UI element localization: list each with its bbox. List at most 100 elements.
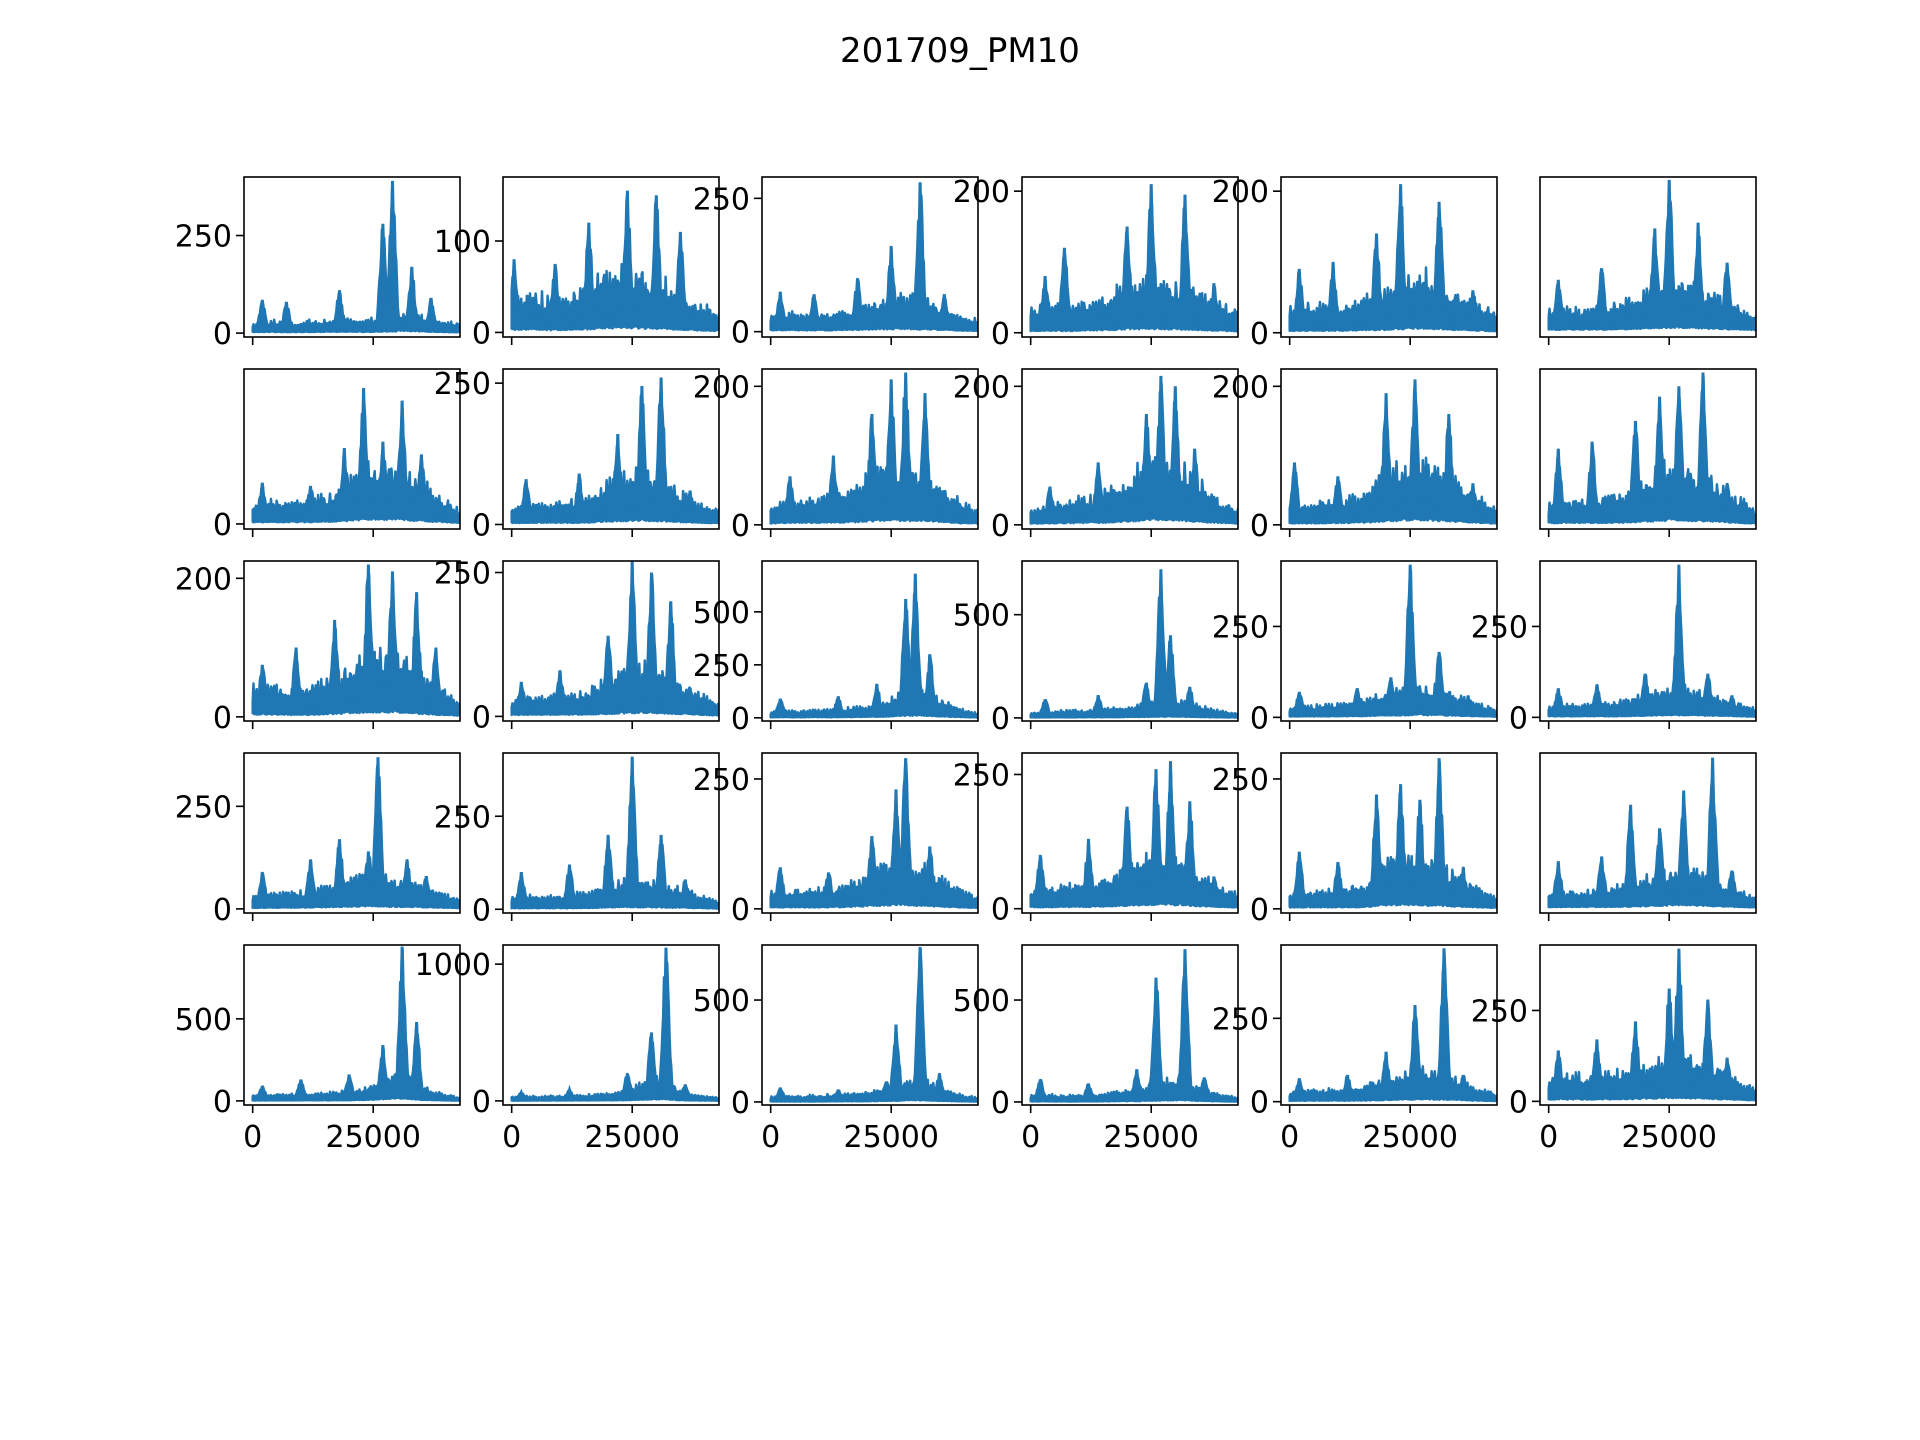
- series-peak: [825, 872, 832, 893]
- series-peak: [1632, 420, 1639, 479]
- series-peak: [686, 687, 694, 704]
- y-tick-label: 250: [953, 758, 1010, 793]
- y-tick-label: 250: [1212, 610, 1269, 645]
- subplot-r3-c2: 0 250: [434, 557, 720, 735]
- series-peak: [1296, 268, 1303, 305]
- y-tick-label: 500: [693, 984, 750, 1019]
- y-tick-label: 250: [434, 367, 491, 402]
- series-peak: [1037, 1079, 1044, 1093]
- series-peak: [1598, 268, 1605, 304]
- series-band: [251, 186, 460, 334]
- series-peak: [1656, 396, 1663, 468]
- series-peak: [658, 377, 665, 459]
- series-peak: [1167, 635, 1174, 681]
- series-peak: [1411, 379, 1419, 460]
- series-peak: [830, 455, 837, 494]
- series-peak: [1085, 838, 1092, 878]
- subplot-r3-c1: 0 200: [175, 560, 461, 736]
- series-peak: [624, 1073, 631, 1089]
- series-peak: [1675, 386, 1682, 463]
- series-peak: [1167, 761, 1174, 843]
- series-peak: [1666, 988, 1673, 1051]
- x-tick-label: 0: [502, 1120, 521, 1155]
- series-peak: [1723, 262, 1731, 301]
- series-peak: [1133, 1069, 1140, 1088]
- series-peak: [307, 485, 314, 508]
- series-peak: [1061, 247, 1068, 295]
- series-peak: [777, 291, 784, 314]
- series-peak: [883, 1081, 890, 1094]
- y-tick-label: 250: [175, 790, 232, 825]
- subplot-r1-c2: 0 100: [434, 176, 720, 351]
- series-peak: [835, 1089, 842, 1097]
- x-tick-label: 25000: [325, 1120, 420, 1155]
- subplot-r3-c6: 0 250: [1471, 560, 1757, 736]
- subplot-r2-c6: [1539, 368, 1757, 537]
- series-peak: [917, 182, 924, 265]
- y-tick-label: 0: [472, 700, 491, 735]
- series-peak: [1354, 688, 1361, 705]
- y-tick-label: 250: [1212, 1002, 1269, 1037]
- series-peak: [1680, 790, 1687, 856]
- series-peak: [1143, 682, 1150, 703]
- series-peak: [1210, 283, 1218, 311]
- series-peak: [585, 222, 592, 284]
- axes-frame: [761, 944, 979, 1106]
- series-peak: [1723, 483, 1731, 507]
- x-tick-label: 0: [761, 1120, 780, 1155]
- series-peak: [926, 846, 933, 881]
- series-peak: [576, 473, 583, 502]
- series-peak: [403, 859, 411, 887]
- series-peak: [365, 564, 372, 649]
- y-tick-label: 0: [991, 893, 1010, 928]
- subplot-r1-c4: 0 200: [953, 175, 1239, 352]
- series-peak: [902, 372, 909, 457]
- series-peak: [921, 393, 929, 466]
- y-tick-label: 250: [434, 800, 491, 835]
- series-peak: [379, 441, 386, 487]
- series-peak: [1704, 999, 1711, 1056]
- series-peak: [941, 294, 948, 316]
- series-peak: [854, 278, 861, 308]
- series-peak: [518, 1088, 525, 1098]
- y-tick-label: 250: [1471, 610, 1528, 645]
- subplot-r2-c3: 0 200: [693, 368, 979, 544]
- series-peak: [1042, 699, 1049, 710]
- series-peak: [1046, 486, 1054, 508]
- y-tick-label: 0: [472, 893, 491, 928]
- series-band: [510, 573, 719, 717]
- series-peak: [1334, 476, 1342, 504]
- series-peak: [624, 190, 631, 269]
- axes-frame: [502, 944, 720, 1106]
- series-peak: [1436, 201, 1443, 274]
- series-peak: [873, 683, 880, 703]
- series-peak: [868, 836, 876, 877]
- x-tick-label: 0: [1280, 1120, 1299, 1155]
- series-peak: [1593, 1039, 1601, 1074]
- subplot-r5-c3: 0 500 0 25000: [693, 944, 979, 1155]
- series-band: [251, 948, 460, 1102]
- series-peak: [510, 259, 518, 300]
- axes-frame: [1539, 560, 1757, 722]
- series-peak: [888, 246, 895, 294]
- axes-frame: [1280, 944, 1498, 1106]
- series-peak: [1148, 184, 1155, 266]
- series-peak: [604, 635, 612, 681]
- x-tick-label: 25000: [1362, 1120, 1457, 1155]
- y-tick-label: 0: [1250, 893, 1269, 928]
- series-peak: [523, 479, 530, 505]
- series-peak: [1172, 386, 1179, 463]
- series-peak: [259, 871, 266, 893]
- series-peak: [1210, 876, 1218, 895]
- series-peak: [379, 223, 386, 284]
- subplot-r2-c5: 0 200: [1212, 368, 1498, 544]
- series-peak: [912, 573, 919, 654]
- y-tick-label: 0: [1250, 1086, 1269, 1121]
- subplot-r1-c5: 0 200: [1212, 175, 1498, 352]
- axes-frame: [502, 176, 720, 338]
- axes-frame: [1280, 368, 1498, 530]
- y-tick-label: 0: [991, 702, 1010, 737]
- y-tick-label: 0: [991, 509, 1010, 544]
- series-band: [1029, 772, 1238, 909]
- axes-frame: [243, 368, 461, 530]
